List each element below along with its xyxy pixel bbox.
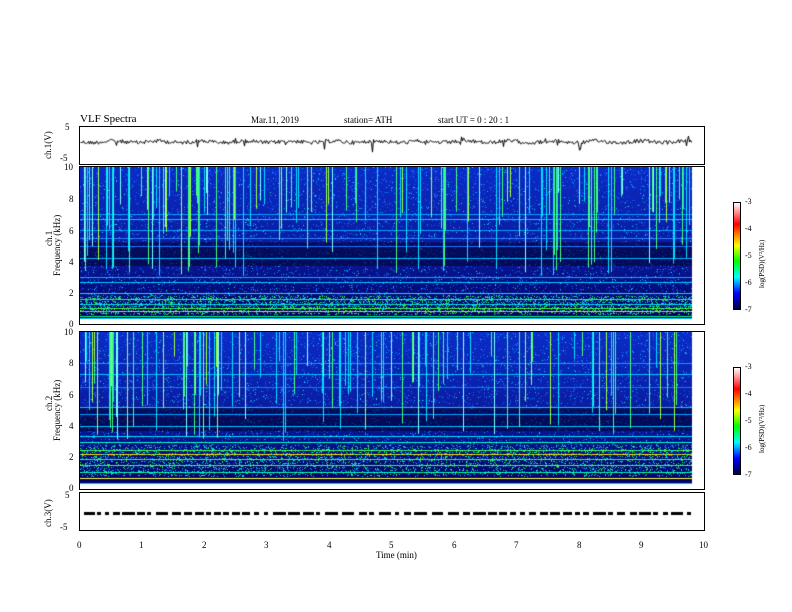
xtick-2: 2: [202, 540, 207, 550]
ch2-colorbar: [733, 367, 741, 475]
x-axis-label: Time (min): [376, 550, 417, 560]
ch1-colorbar: [733, 202, 741, 310]
ch3-signal-line: [80, 493, 704, 530]
ch1-waveform-line: [80, 127, 704, 164]
ch1-cb-tick-6: -6: [745, 278, 752, 287]
ch1-cb-tick-4: -4: [745, 224, 752, 233]
ch2-ytick-10: 10: [64, 327, 73, 337]
ch1-ytick-top: 5: [65, 122, 70, 132]
ch1-spectrogram-ylabel: Frequency (kHz): [52, 214, 62, 276]
ch2-colorbar-label: log(PSD)(V²/Hz): [758, 404, 766, 453]
xtick-9: 9: [639, 540, 644, 550]
ch1-ytick-8: 8: [69, 194, 74, 204]
ch1-ytick-0: 0: [69, 319, 74, 329]
ch1-cb-tick-7: -7: [745, 305, 752, 314]
ch2-ytick-6: 6: [69, 390, 74, 400]
xtick-6: 6: [452, 540, 457, 550]
xtick-1: 1: [139, 540, 144, 550]
xtick-3: 3: [264, 540, 269, 550]
ch1-ytick-bottom: -5: [60, 153, 68, 163]
ch2-spectrogram-ylabel: Frequency (kHz): [52, 379, 62, 441]
ch1-waveform-panel: [79, 126, 705, 165]
ch2-ytick-0: 0: [69, 483, 74, 493]
xtick-5: 5: [389, 540, 394, 550]
ch2-cb-tick-6: -6: [745, 443, 752, 452]
ch3-signal-ylabel: ch.3(V): [43, 499, 53, 527]
ch1-cb-tick-3: -3: [745, 197, 752, 206]
xtick-0: 0: [77, 540, 82, 550]
ch2-ytick-2: 2: [69, 452, 74, 462]
ch1-ytick-6: 6: [69, 226, 74, 236]
ch1-cb-tick-5: -5: [745, 251, 752, 260]
xtick-4: 4: [327, 540, 332, 550]
ch2-cb-tick-3: -3: [745, 362, 752, 371]
ch2-ytick-4: 4: [69, 421, 74, 431]
ch2-cb-tick-5: -5: [745, 416, 752, 425]
ch3-ytick-bottom: -5: [60, 522, 68, 532]
ch2-spectrogram-image: [80, 332, 704, 489]
ch2-cb-tick-7: -7: [745, 470, 752, 479]
start-time-label: start UT = 0 : 20 : 1: [438, 115, 510, 125]
ch1-ytick-10: 10: [64, 162, 73, 172]
ch1-ytick-4: 4: [69, 257, 74, 267]
ch1-colorbar-label: log(PSD)(V²/Hz): [758, 239, 766, 288]
ch3-signal-panel: [79, 492, 705, 531]
ch3-ytick-top: 5: [65, 490, 70, 500]
xtick-10: 10: [699, 540, 708, 550]
ch1-spectrogram-panel: [79, 166, 705, 325]
ch2-spectrogram-panel: [79, 331, 705, 490]
xtick-7: 7: [514, 540, 519, 550]
station-label: station= ATH: [344, 115, 393, 125]
ch1-spectrogram-image: [80, 167, 704, 324]
ch1-waveform-ylabel: ch.1(V): [43, 131, 53, 159]
date-label: Mar.11, 2019: [251, 115, 299, 125]
figure-title: VLF Spectra: [80, 113, 137, 125]
ch1-ytick-2: 2: [69, 288, 74, 298]
xtick-8: 8: [577, 540, 582, 550]
ch2-ytick-8: 8: [69, 358, 74, 368]
ch2-cb-tick-4: -4: [745, 389, 752, 398]
